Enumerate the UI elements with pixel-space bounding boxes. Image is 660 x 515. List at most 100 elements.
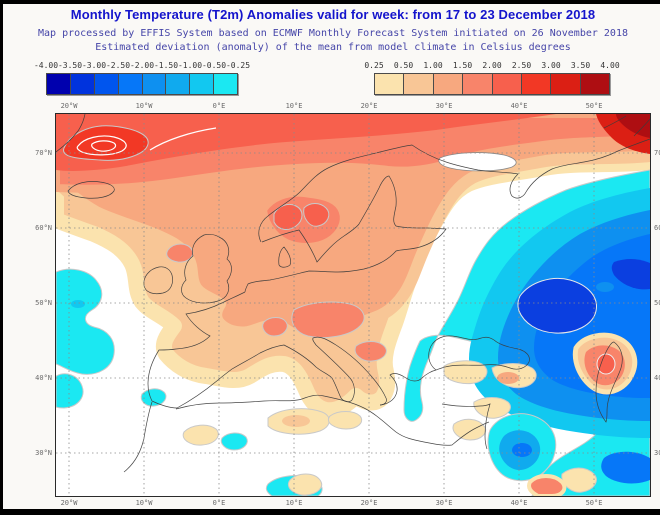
coastline-ireland	[143, 266, 173, 295]
warm-patch-central-europe	[291, 301, 365, 339]
latitude-label: 50°N	[35, 299, 52, 307]
coastline-greece-aegean	[379, 369, 437, 406]
legend-tick-label: 1.50	[452, 61, 473, 70]
warm-maximum-novaya-zemlya-core	[616, 114, 650, 138]
warm-maximum-greenland-sea	[63, 125, 149, 161]
longitude-labels-top: 20°W 10°W 0°E 10°E 20°E 30°E 40°E 50°E	[56, 102, 650, 112]
warm-spot-algeria	[282, 415, 310, 427]
latitude-label: 70	[654, 149, 660, 157]
warm-patch-germany	[262, 317, 288, 337]
legend-tick-label: 2.00	[482, 61, 502, 70]
legend-color-cell	[189, 74, 214, 94]
latitude-label: 60	[654, 224, 660, 232]
legend-color-cell	[213, 74, 237, 94]
legend-color-cell	[69, 74, 94, 94]
cold-core-west-russia	[517, 277, 597, 334]
legend-color-cell	[462, 74, 492, 94]
anomaly-map: 20°W 10°W 0°E 10°E 20°E 30°E 40°E 50°E 20°W 10°W…	[35, 102, 660, 507]
legend-negative-colorbar	[46, 73, 238, 95]
legend-color-cell	[491, 74, 521, 94]
legend-tick-label: 0.50	[393, 61, 414, 70]
map-svg	[56, 114, 650, 496]
legend-color-cell	[93, 74, 118, 94]
coastline-scandinavia-arctic	[258, 138, 650, 243]
longitude-label: 10°W	[135, 102, 153, 110]
legend-negative-anomaly: -4.00 -3.50 -3.00 -2.50 -2.00 -1.50 -1.00 -0.50…	[34, 60, 250, 98]
coastline-britain	[181, 234, 232, 304]
neutral-patch-white-sea	[438, 152, 517, 172]
legend-negative-ticks: -4.00 -3.50 -3.00 -2.50 -2.00 -1.50 -1.00 -0.50…	[34, 60, 250, 73]
latitude-label: 30°N	[35, 449, 52, 457]
latitude-label: 40	[654, 374, 660, 382]
cold-lobe-persian-gulf-core	[512, 443, 532, 457]
warm-patch-sahara	[288, 473, 323, 496]
legend-color-cell	[141, 74, 166, 94]
legend-tick-label: 1.00	[423, 61, 443, 70]
cold-core-right-lobe	[611, 259, 650, 290]
longitude-label: 10°W	[135, 499, 153, 507]
graticule	[56, 114, 650, 496]
latitude-label: 60°N	[35, 224, 52, 232]
warm-maximum-inner-contour	[76, 135, 127, 156]
warm-core-caucasus	[596, 353, 616, 375]
warm-spot-anatolia	[497, 372, 519, 384]
legend-color-cell	[520, 74, 551, 94]
coastline-caspian	[595, 341, 623, 423]
warm-patch-syria	[473, 397, 511, 419]
legend-tick-label: 0.25	[364, 61, 384, 70]
legend-color-cell	[117, 74, 142, 94]
latitude-labels-left: 70°N 60°N 50°N 40°N 30°N	[28, 114, 52, 496]
longitude-label: 20°E	[360, 499, 378, 507]
legend-tick-label: -3.50	[57, 61, 83, 70]
longitude-label: 20°E	[360, 102, 378, 110]
latitude-label: 40°N	[35, 374, 52, 382]
legend-tick-label: 3.00	[541, 61, 561, 70]
legend-color-cell	[47, 74, 70, 94]
legend-color-cell	[432, 74, 463, 94]
latitude-label: 70°N	[35, 149, 52, 157]
longitude-label: 20°W	[60, 499, 78, 507]
legend-tick-label: -4.00	[33, 61, 59, 70]
warm-patch-levant	[452, 418, 487, 441]
warm-band-arctic	[56, 114, 556, 171]
legend-tick-label: -0.50	[201, 61, 227, 70]
warm-patch-morocco-inland	[182, 424, 219, 446]
warm-patch-turkey-west	[443, 360, 488, 385]
warm-patch-arabia	[561, 467, 597, 493]
coastline-greenland	[56, 114, 86, 153]
longitude-label: 40°E	[510, 499, 528, 507]
longitude-label: 20°W	[60, 102, 78, 110]
longitude-labels-bottom: 20°W 10°W 0°E 10°E 20°E 30°E 40°E 50°E	[56, 499, 650, 509]
cold-patch-bottom-right	[601, 451, 650, 484]
coastline-turkey-levant	[441, 403, 491, 450]
coastline-novaya-zemlya	[603, 115, 650, 137]
warm-band-highlight-contour	[149, 127, 217, 151]
warm-maximum-core-contour	[91, 140, 117, 152]
warm-patch-tunisia	[328, 411, 363, 430]
coastline-black-sea	[428, 335, 530, 371]
subtitle-source: Map processed by EFFIS System based on E…	[37, 28, 628, 39]
legend-tick-label: 4.00	[600, 61, 620, 70]
warm-patch-scotland	[166, 243, 194, 263]
warm-patch-red-sea	[527, 474, 567, 496]
legend-color-cell	[165, 74, 190, 94]
warm-core-norway	[273, 203, 303, 230]
legend-tick-label: -3.00	[81, 61, 107, 70]
legend-tick-label: -1.00	[177, 61, 203, 70]
window-edge-top	[0, 0, 660, 4]
coastline-iceland	[67, 181, 115, 199]
longitude-label: 10°E	[285, 102, 303, 110]
longitude-label: 0°E	[212, 499, 226, 507]
longitude-label: 10°E	[285, 499, 303, 507]
longitude-label: 40°E	[510, 102, 528, 110]
cold-patch-atlantic-south	[56, 373, 84, 409]
warm-patch-balkans	[354, 341, 387, 362]
latitude-label: 30	[654, 449, 660, 457]
legend-color-cell	[375, 74, 404, 94]
cold-patch-atlantic	[56, 268, 115, 375]
cold-patch-atlantic-core	[71, 300, 85, 308]
legend-tick-label: 3.50	[570, 61, 591, 70]
legend-positive-colorbar	[374, 73, 610, 95]
legend-color-cell	[403, 74, 433, 94]
subtitle-description: Estimated deviation (anomaly) of the mea…	[95, 42, 571, 53]
